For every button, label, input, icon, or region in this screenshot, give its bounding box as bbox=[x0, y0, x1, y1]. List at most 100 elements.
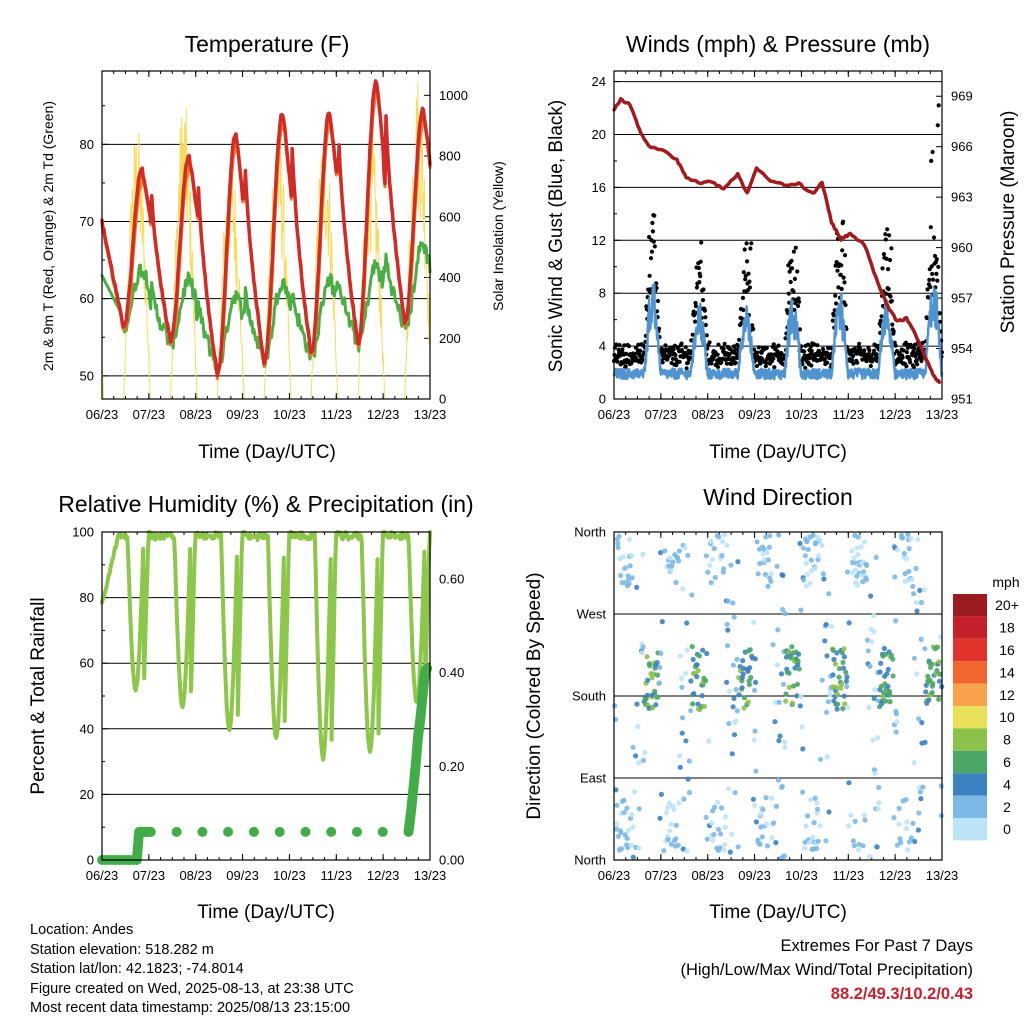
direction-point bbox=[777, 733, 783, 739]
direction-point bbox=[786, 684, 792, 691]
direction-point bbox=[701, 703, 708, 710]
gust-point bbox=[660, 360, 665, 365]
direction-point bbox=[781, 853, 787, 859]
gust-point bbox=[620, 347, 625, 352]
info-created: Figure created on Wed, 2025-08-13, at 23… bbox=[30, 980, 354, 997]
direction-point bbox=[724, 643, 731, 649]
gust-point bbox=[809, 348, 814, 353]
xtick-label: 09/23 bbox=[738, 407, 771, 422]
direction-point bbox=[654, 672, 661, 678]
direction-point bbox=[823, 621, 829, 628]
direction-point bbox=[869, 639, 875, 645]
direction-point bbox=[752, 728, 758, 734]
direction-point bbox=[662, 548, 668, 554]
direction-point bbox=[824, 754, 830, 760]
ytick-label: 60 bbox=[80, 291, 94, 306]
gust-point bbox=[830, 318, 835, 323]
gust-point bbox=[796, 303, 801, 309]
gust-point bbox=[851, 361, 856, 366]
direction-point bbox=[753, 679, 759, 686]
direction-point bbox=[851, 555, 857, 561]
direction-point bbox=[890, 656, 896, 662]
xtick-label: 11/23 bbox=[320, 868, 352, 883]
direction-point bbox=[795, 658, 801, 665]
gust-point bbox=[650, 220, 655, 226]
direction-point bbox=[725, 598, 731, 604]
gust-point bbox=[926, 295, 931, 300]
direction-point bbox=[741, 695, 748, 701]
direction-point bbox=[864, 637, 871, 643]
gust-point bbox=[651, 239, 656, 244]
xtick-label: 09/23 bbox=[738, 868, 771, 883]
gust-point bbox=[626, 344, 632, 349]
direction-point bbox=[724, 679, 730, 685]
xtick-label: 12/23 bbox=[367, 868, 400, 883]
colorbar-label: 12 bbox=[999, 687, 1015, 703]
colorbar-label: 20+ bbox=[995, 597, 1019, 613]
xtick-label: 13/23 bbox=[926, 868, 959, 883]
gust-point bbox=[842, 280, 847, 285]
direction-point bbox=[752, 656, 758, 662]
direction-point bbox=[901, 550, 907, 557]
direction-point bbox=[934, 644, 941, 650]
direction-point bbox=[885, 683, 891, 689]
gust-point bbox=[867, 348, 872, 353]
direction-point bbox=[919, 720, 925, 726]
rainfall-point bbox=[326, 826, 337, 837]
temperature-ylabel-left: 2m & 9m T (Red, Orange) & 2m Td (Green) bbox=[40, 101, 56, 371]
direction-point bbox=[930, 680, 936, 687]
panel-humidity: 0 20 40 60 80 100 0.00 0.20 0.40 0.60 06/23 07/23 08… bbox=[72, 525, 464, 884]
direction-point bbox=[871, 767, 878, 773]
direction-point bbox=[817, 756, 824, 762]
gust-point bbox=[934, 271, 939, 276]
gust-point bbox=[849, 357, 855, 363]
colorbar-swatch bbox=[953, 795, 987, 818]
direction-point bbox=[679, 684, 685, 690]
y2tick-label: 966 bbox=[951, 139, 973, 154]
direction-point bbox=[677, 653, 684, 659]
direction-point bbox=[764, 843, 771, 849]
ytick-label: East bbox=[580, 771, 606, 786]
gust-point bbox=[748, 246, 753, 251]
y2tick-label: 0.20 bbox=[439, 759, 464, 774]
gust-point bbox=[703, 315, 708, 320]
direction-point bbox=[883, 698, 889, 704]
direction-point bbox=[718, 831, 724, 837]
direction-point bbox=[887, 692, 893, 698]
gust-point bbox=[701, 287, 706, 292]
gust-point bbox=[864, 359, 869, 364]
ytick-label: South bbox=[572, 689, 606, 704]
direction-point bbox=[867, 853, 873, 860]
direction-point bbox=[764, 550, 770, 556]
direction-point bbox=[726, 786, 732, 792]
rainfall-point bbox=[223, 826, 234, 837]
direction-point bbox=[735, 559, 741, 565]
gust-point bbox=[744, 241, 749, 246]
direction-point bbox=[628, 842, 634, 848]
direction-point bbox=[705, 569, 711, 575]
gust-point bbox=[791, 289, 796, 294]
info-recent: Most recent data timestamp: 2025/08/13 2… bbox=[30, 1000, 351, 1016]
direction-point bbox=[624, 805, 630, 812]
ytick-label: North bbox=[574, 525, 606, 540]
gust-point bbox=[904, 364, 909, 369]
colorbar-label: 10 bbox=[999, 709, 1015, 725]
direction-point bbox=[708, 538, 714, 545]
direction-point bbox=[684, 620, 690, 626]
direction-point bbox=[796, 666, 802, 672]
direction-point bbox=[834, 650, 840, 656]
info-elevation: Station elevation: 518.282 m bbox=[30, 941, 214, 958]
direction-point bbox=[872, 771, 878, 777]
direction-point bbox=[913, 565, 919, 572]
direction-point bbox=[715, 799, 721, 805]
direction-point bbox=[707, 562, 713, 568]
direction-point bbox=[644, 654, 650, 660]
xtick-label: 10/23 bbox=[273, 868, 306, 883]
direction-point bbox=[834, 691, 841, 697]
direction-point bbox=[870, 737, 876, 744]
direction-point bbox=[684, 647, 690, 653]
direction-point bbox=[922, 739, 928, 746]
direction-point bbox=[874, 844, 880, 850]
direction-point bbox=[730, 600, 736, 606]
